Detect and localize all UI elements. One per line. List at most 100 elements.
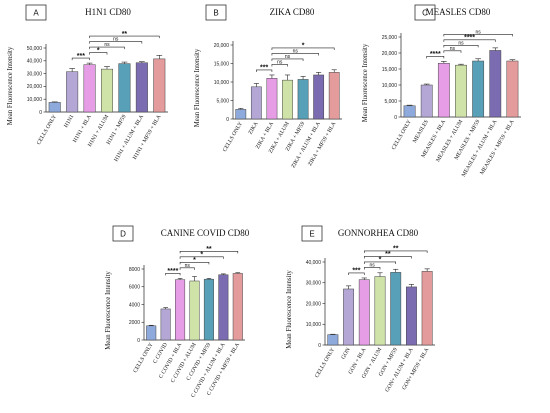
y-axis-label: Mean Fluorescence Intensity: [105, 271, 112, 350]
significance-bracket: [443, 45, 479, 48]
bar: [390, 272, 402, 346]
bar: [135, 62, 148, 113]
panel-label: A: [33, 9, 39, 18]
significance-bracket: [89, 46, 125, 50]
bar: [118, 63, 131, 113]
significance-label: ns: [277, 59, 283, 65]
y-tick-label: 10,000: [27, 97, 43, 103]
panel-label: B: [213, 9, 218, 18]
bar: [189, 280, 200, 341]
y-tick-label: 10,000: [214, 80, 230, 86]
panel-label-box: [112, 225, 134, 242]
significance-label: **: [393, 246, 399, 253]
bar: [506, 60, 519, 118]
bar: [146, 325, 157, 341]
bar: [235, 109, 247, 120]
x-category-label: CELLS ONLY: [133, 342, 155, 374]
y-tick-label: 0: [39, 110, 42, 116]
bar: [358, 279, 370, 346]
y-tick-label: 0: [394, 115, 397, 121]
significance-bracket: [71, 57, 90, 61]
chart-panel-d: D CANINE COVID CD80 Mean Fluorescence Inte…: [105, 225, 250, 399]
y-tick-label: 2000: [129, 320, 140, 326]
y-axis-label: Mean Fluorescence Intensity: [194, 48, 201, 127]
y-tick-label: 40,000: [27, 59, 43, 65]
bar: [472, 60, 485, 118]
significance-label: *: [302, 43, 305, 50]
significance-label: ****: [464, 35, 475, 42]
x-category-label: MEASLES: [412, 119, 430, 144]
bar: [203, 278, 214, 341]
bar: [218, 274, 229, 341]
panel-label: E: [309, 230, 314, 239]
y-tick-label: 50,000: [27, 46, 43, 52]
significance-label: *: [379, 257, 382, 264]
significance-bracket: [443, 39, 496, 42]
significance-label: **: [385, 251, 391, 258]
bar: [489, 50, 502, 118]
bar: [374, 276, 386, 346]
bar: [160, 308, 171, 341]
bar: [48, 102, 61, 113]
bar: [405, 286, 417, 346]
y-tick-label: 0: [137, 338, 140, 344]
significance-label: *: [97, 47, 100, 54]
significance-label: ns: [370, 262, 376, 268]
bar: [403, 105, 416, 118]
significance-label: *: [200, 252, 203, 259]
bar: [66, 71, 79, 113]
bar: [437, 62, 450, 118]
y-tick-label: 0: [318, 343, 321, 349]
bar: [153, 58, 166, 113]
significance-label: ns: [293, 48, 299, 54]
significance-label: **: [206, 246, 212, 253]
y-tick-label: 4000: [129, 302, 140, 308]
significance-bracket: [89, 35, 160, 39]
y-tick-label: 5,000: [216, 98, 229, 104]
chart-title: H1N1 CD80: [85, 7, 131, 17]
y-tick-label: 10,000: [382, 83, 398, 89]
significance-label: ns: [104, 42, 110, 48]
panel-label: C: [422, 9, 428, 18]
chart-panel-a: A H1N1 CD80 Mean Fluorescence Intensity 0 10…: [7, 4, 168, 163]
panel-label-box: [301, 225, 323, 242]
bar: [455, 64, 467, 118]
significance-bracket: [363, 261, 397, 264]
x-category-label: H1N1: [63, 114, 75, 129]
bar: [313, 74, 325, 120]
bar: [100, 68, 114, 113]
significance-bracket: [363, 267, 381, 270]
y-tick-label: 20,000: [382, 51, 398, 57]
chart-title: CANINE COVID CD80: [161, 228, 250, 238]
significance-bracket: [443, 50, 462, 53]
chart-title: GONNORHEA CD80: [338, 228, 419, 238]
significance-bracket: [179, 267, 195, 270]
chart-panel-e: E GONNORHEA CD80 Mean Fluorescence Intensi…: [286, 225, 435, 393]
significance-label: ***: [260, 65, 268, 72]
chart-title: MEASLES CD80: [426, 7, 491, 17]
x-category-label: CELLS ONLY: [391, 119, 413, 151]
significance-label: ns: [185, 263, 191, 269]
significance-bracket: [271, 53, 319, 56]
significance-bracket: [426, 56, 445, 59]
significance-bracket: [443, 34, 513, 37]
bar: [175, 279, 186, 341]
y-tick-label: 20,000: [306, 301, 322, 307]
bar: [282, 79, 293, 120]
y-tick-label: 5,000: [384, 99, 397, 105]
panel-label-box: [414, 4, 436, 21]
y-axis-label: Mean Fluorescence Intensity: [286, 270, 293, 349]
bar: [232, 273, 243, 341]
bar: [328, 72, 340, 120]
significance-label: ***: [352, 268, 360, 275]
bar: [420, 84, 433, 118]
y-tick-label: 0: [226, 117, 229, 123]
panel-label-box: [205, 4, 227, 21]
bar: [266, 78, 278, 120]
bar: [421, 271, 433, 346]
significance-bracket: [363, 256, 412, 259]
significance-bracket: [348, 272, 365, 275]
significance-label: ****: [430, 51, 441, 58]
x-category-label: GON: [341, 347, 352, 361]
